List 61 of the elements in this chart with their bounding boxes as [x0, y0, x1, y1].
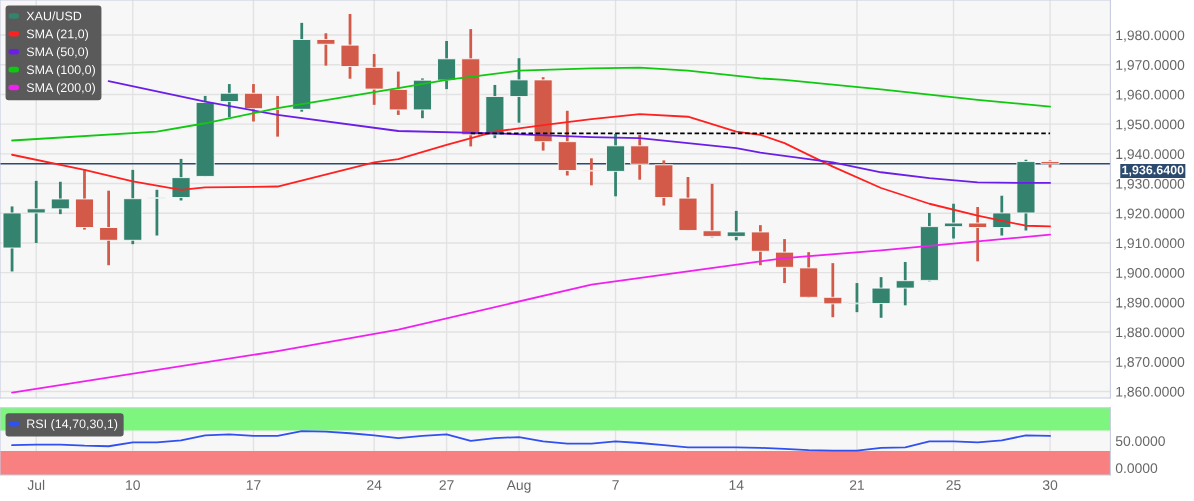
x-tick-label: 14 [729, 480, 744, 490]
candlestick [823, 261, 843, 319]
candlestick [316, 31, 336, 68]
line-series [11, 113, 1051, 228]
candlestick [871, 275, 891, 320]
y-tick-label: 1,940.0000 [1116, 149, 1185, 161]
x-tick-label: 30 [1042, 480, 1058, 491]
candlestick [944, 202, 963, 240]
legend-label: SMA (21,0) [26, 29, 88, 41]
x-tick-label: Jul [27, 479, 45, 491]
y-tick-label: 1,930.0000 [1116, 178, 1185, 191]
candlestick [340, 12, 360, 81]
x-tick-label: 25 [946, 480, 961, 491]
x-tick-label: 21 [849, 480, 864, 490]
candlestick [99, 189, 119, 267]
candlestick [750, 223, 770, 267]
candlestick [702, 182, 722, 239]
candlestick [364, 52, 384, 107]
candlestick [243, 82, 263, 123]
y-tick-label: 1,920.0000 [1116, 208, 1185, 221]
candlestick [388, 70, 408, 117]
legend-label: XAU/USD [26, 11, 82, 21]
x-tick-label: 10 [126, 480, 140, 491]
legend-label: SMA (50,0) [26, 47, 88, 59]
candlestick [509, 56, 529, 125]
legend-label: RSI (14,70,30,1) [27, 419, 118, 431]
line-series [11, 233, 1051, 394]
y-tick-label: 1,870.0000 [1116, 357, 1185, 369]
candlestick [147, 188, 167, 237]
y-tick-label: 1,900.0000 [1116, 267, 1185, 280]
candlestick [726, 209, 746, 242]
y-tick-label: 1,980.0000 [1116, 30, 1185, 42]
line-series [107, 80, 1051, 184]
y-tick-label: 1,970.0000 [1116, 60, 1185, 72]
candlestick [50, 180, 70, 216]
y-tick-label: 1,880.0000 [1116, 327, 1185, 339]
candlestick [581, 156, 601, 187]
candlestick [895, 260, 915, 307]
y-tick-label: 0.0000 [1115, 463, 1158, 474]
y-tick-label: 1,950.0000 [1116, 119, 1185, 131]
candlestick [171, 157, 191, 202]
y-tick-label: 1,910.0000 [1116, 238, 1185, 250]
y-tick-label: 1,890.0000 [1116, 297, 1185, 310]
x-tick-label: 27 [439, 480, 454, 490]
y-tick-label: 1,960.0000 [1116, 89, 1185, 102]
ref-line-label: 1,936.6400 [1122, 165, 1184, 177]
legend-label: SMA (100,0) [26, 64, 95, 77]
legend-label: SMA (200,0) [26, 82, 95, 95]
x-tick-label: 17 [246, 480, 261, 490]
x-tick-label: 7 [612, 480, 619, 490]
candlestick [219, 82, 239, 119]
x-tick-label: 24 [367, 480, 382, 490]
x-tick-label: Aug [506, 480, 531, 493]
line-series [11, 430, 1051, 452]
y-tick-label: 1,860.0000 [1116, 386, 1185, 399]
candlestick [630, 133, 650, 182]
candlestick [437, 39, 457, 91]
y-tick-label: 50.0000 [1115, 436, 1165, 447]
candlestick [968, 205, 988, 263]
candlestick [26, 179, 46, 245]
candlestick [847, 281, 867, 314]
